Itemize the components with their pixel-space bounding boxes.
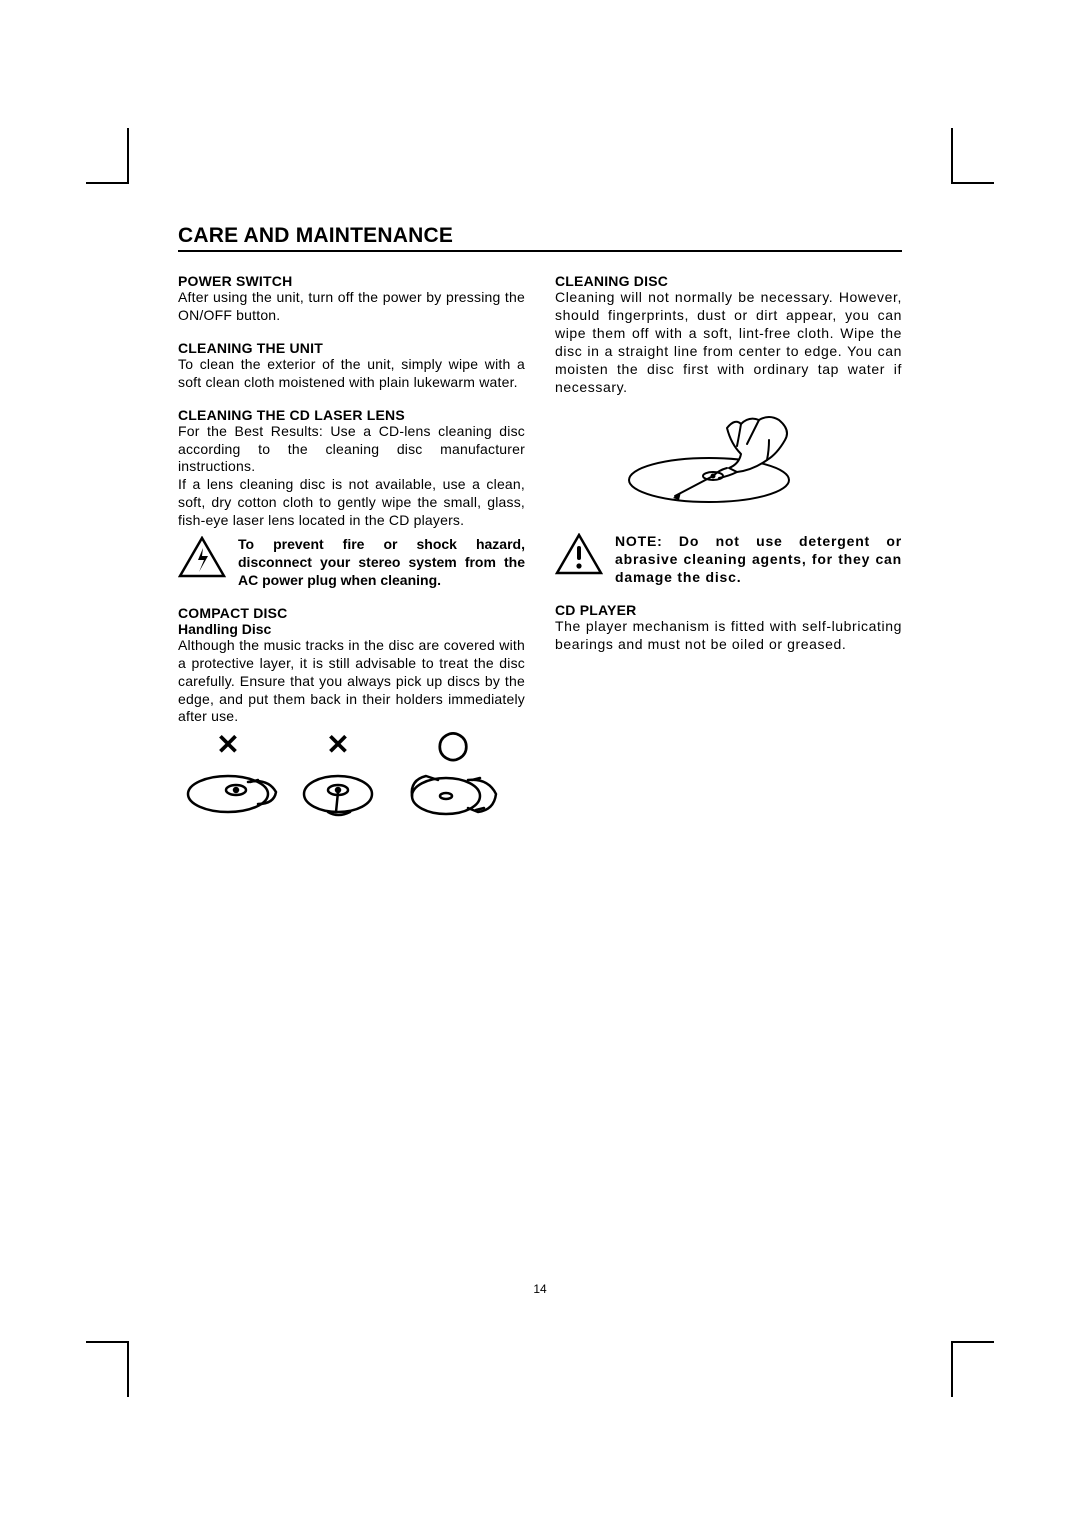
warning-text-detergent: NOTE: Do not use detergent or abrasive c… (615, 533, 902, 587)
body-cleaning-lens-2: If a lens cleaning disc is not available… (178, 476, 525, 530)
subhead-handling-disc: Handling Disc (178, 621, 525, 637)
warning-row-shock: To prevent fire or shock hazard, disconn… (178, 536, 525, 590)
heading-compact-disc: COMPACT DISC (178, 605, 525, 621)
svg-text:◯: ◯ (437, 732, 468, 762)
crop-mark (951, 1341, 953, 1397)
page-title: CARE AND MAINTENANCE (178, 224, 902, 252)
body-handling-disc: Although the music tracks in the disc ar… (178, 637, 525, 727)
warning-row-detergent: NOTE: Do not use detergent or abrasive c… (555, 533, 902, 587)
crop-mark (951, 128, 953, 184)
crop-mark (127, 1341, 129, 1397)
svg-text:✕: ✕ (326, 732, 349, 760)
right-column: CLEANING DISC Cleaning will not normally… (555, 273, 902, 831)
left-column: POWER SWITCH After using the unit, turn … (178, 273, 525, 831)
svg-text:✕: ✕ (216, 732, 239, 760)
content-area: CARE AND MAINTENANCE POWER SWITCH After … (178, 224, 902, 831)
crop-mark (86, 1341, 127, 1343)
manual-page: CARE AND MAINTENANCE POWER SWITCH After … (0, 0, 1080, 1525)
body-cleaning-disc: Cleaning will not normally be necessary.… (555, 289, 902, 396)
caution-icon (555, 533, 603, 580)
body-cleaning-lens-1: For the Best Results: Use a CD-lens clea… (178, 423, 525, 477)
crop-mark (953, 182, 994, 184)
wiping-disc-illustration (555, 410, 902, 510)
body-cleaning-unit: To clean the exterior of the unit, simpl… (178, 356, 525, 392)
heading-cleaning-disc: CLEANING DISC (555, 273, 902, 289)
warning-text-shock: To prevent fire or shock hazard, disconn… (238, 536, 525, 590)
shock-hazard-icon (178, 536, 226, 583)
two-column-layout: POWER SWITCH After using the unit, turn … (178, 273, 902, 831)
handling-disc-illustration: ✕ ✕ (178, 732, 525, 829)
crop-mark (953, 1341, 994, 1343)
crop-mark (86, 182, 127, 184)
heading-cd-player: CD PLAYER (555, 602, 902, 618)
heading-power-switch: POWER SWITCH (178, 273, 525, 289)
crop-mark (127, 128, 129, 184)
body-cd-player: The player mechanism is fitted with self… (555, 618, 902, 654)
heading-cleaning-unit: CLEANING THE UNIT (178, 340, 525, 356)
body-power-switch: After using the unit, turn off the power… (178, 289, 525, 325)
page-number: 14 (0, 1282, 1080, 1296)
heading-cleaning-lens: CLEANING THE CD LASER LENS (178, 407, 525, 423)
